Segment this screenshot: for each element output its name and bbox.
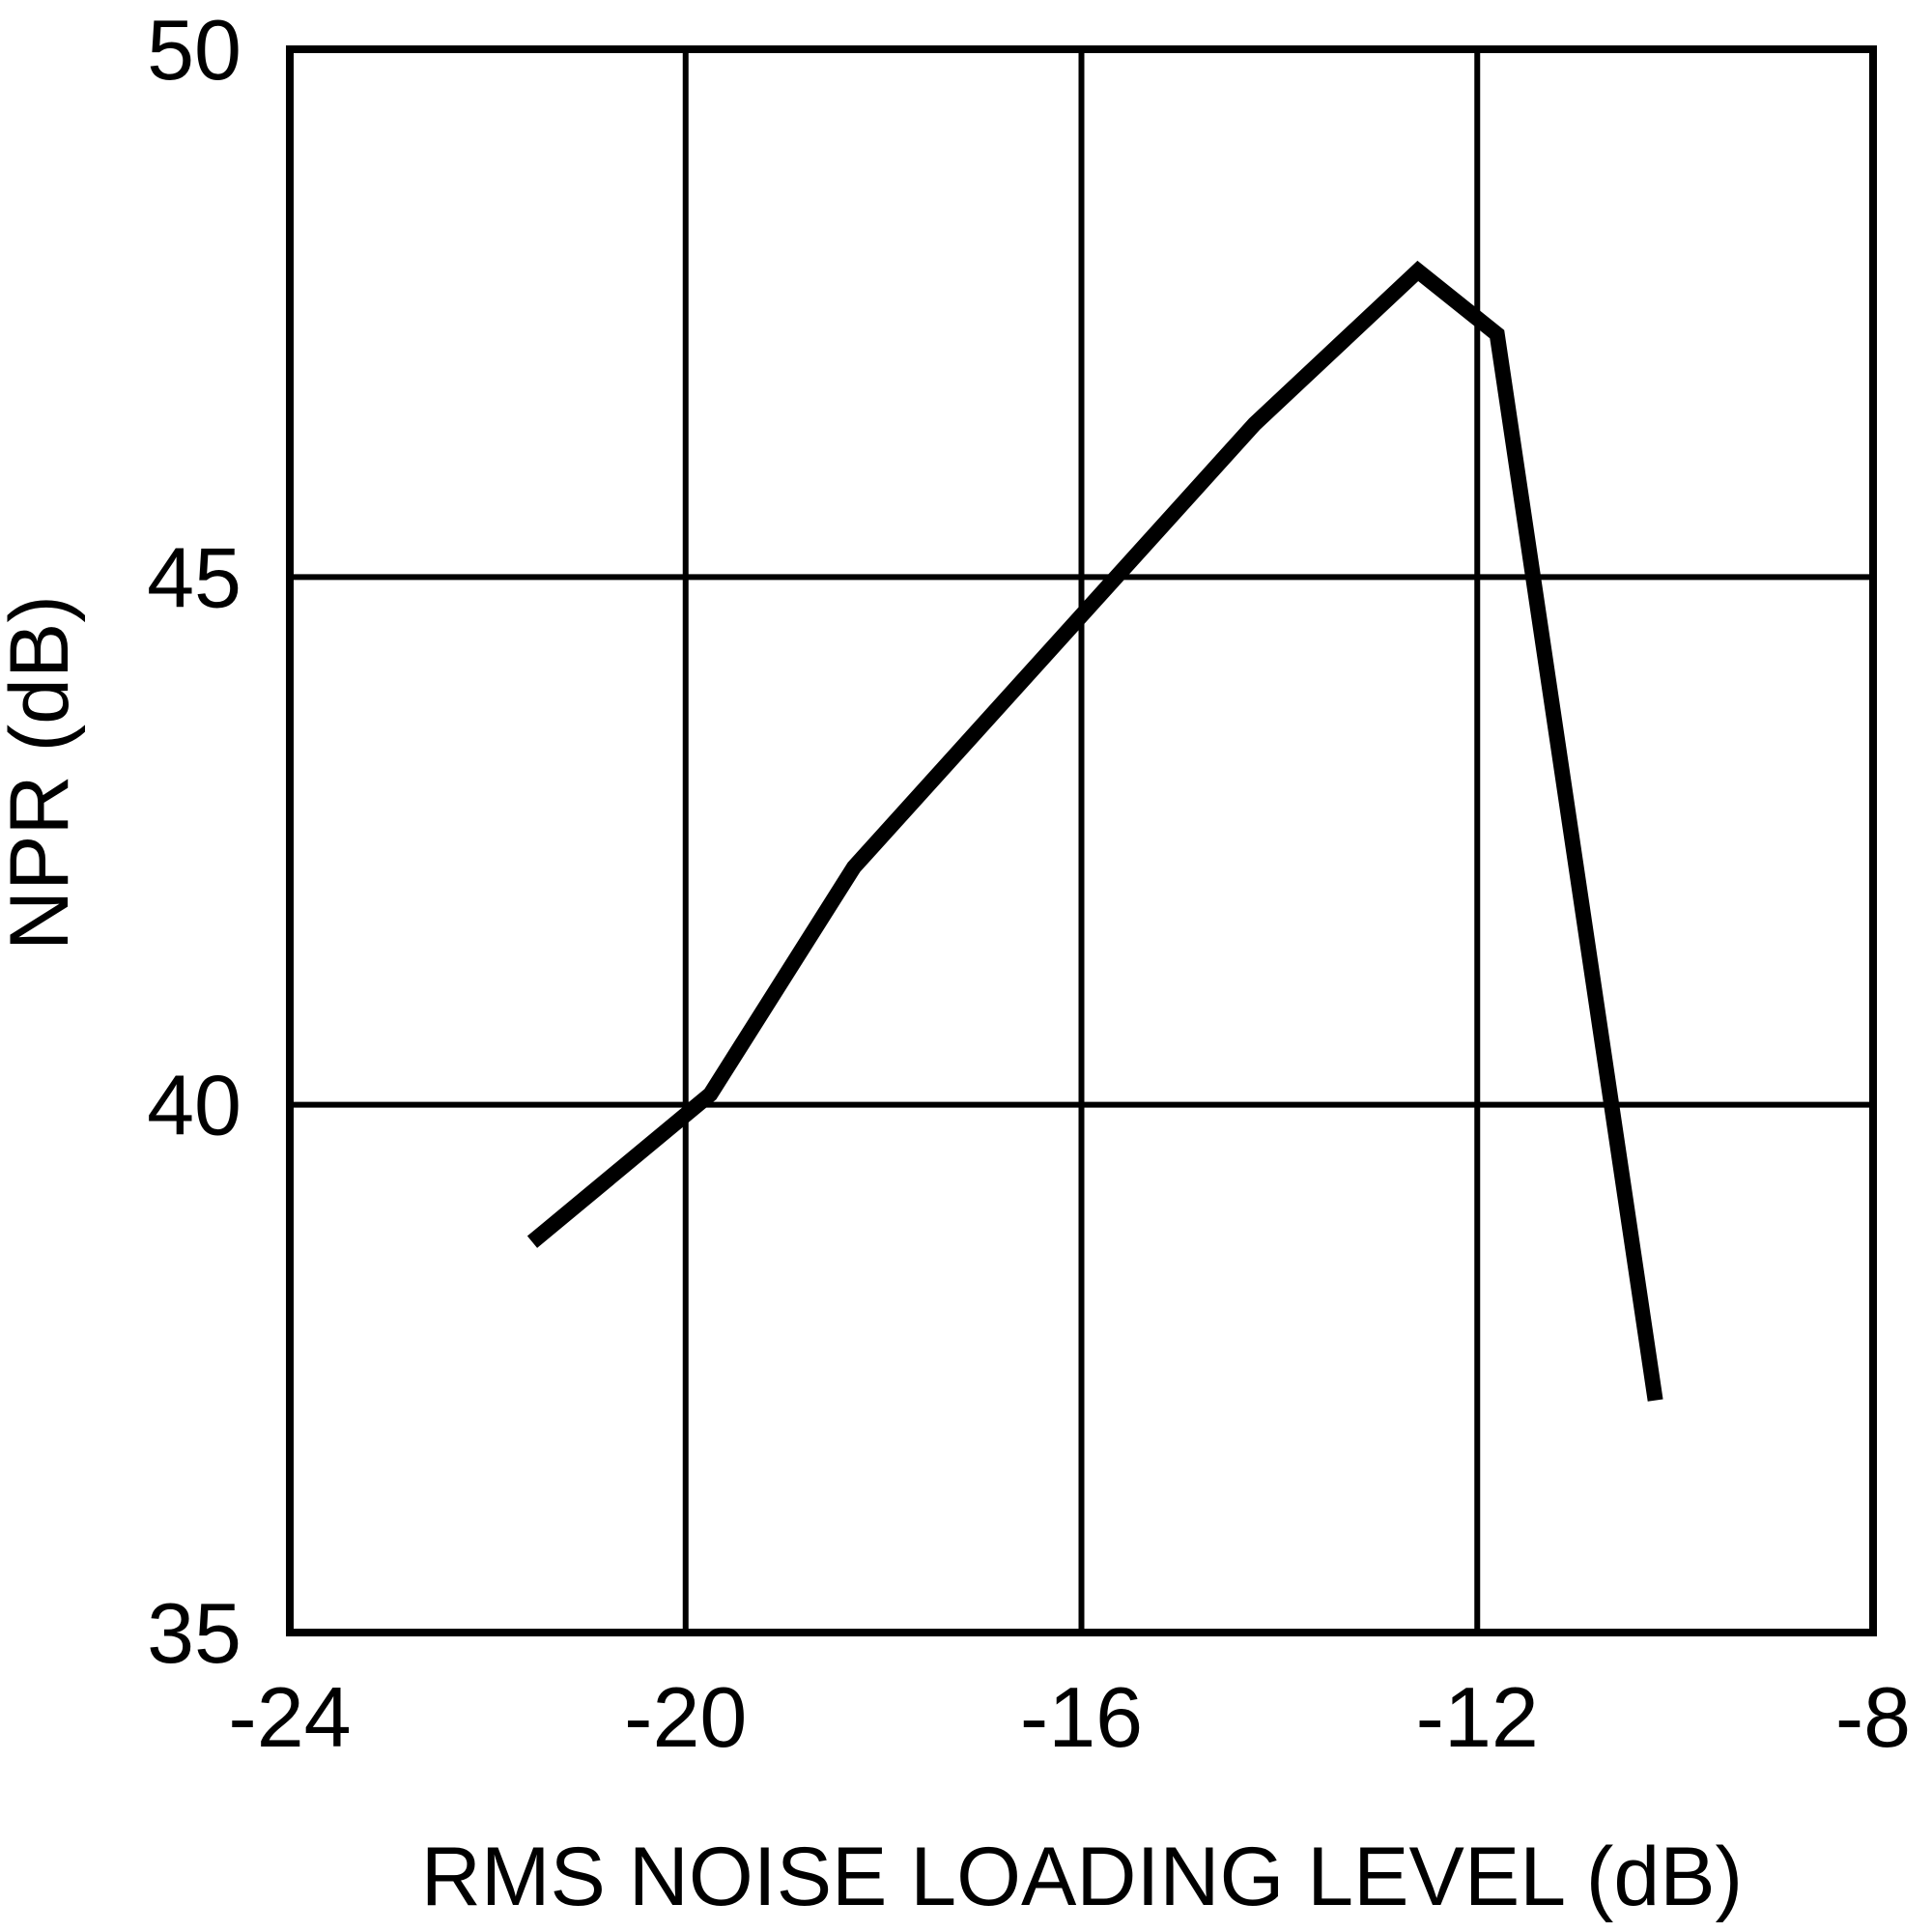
y-tick-label: 45 (147, 529, 242, 625)
x-tick-label: -20 (624, 1669, 747, 1765)
x-tick-label: -8 (1835, 1669, 1911, 1765)
x-axis-title: RMS NOISE LOADING LEVEL (dB) (421, 1831, 1743, 1923)
y-tick-labels: 35 40 45 50 (147, 2, 242, 1681)
y-tick-label: 50 (147, 2, 242, 98)
npr-curve (526, 260, 1663, 1402)
y-axis-title: NPR (dB) (0, 595, 86, 951)
x-tick-label: -12 (1416, 1669, 1539, 1765)
y-tick-label: 35 (147, 1585, 242, 1681)
gridlines (290, 49, 1873, 1633)
x-tick-label: -16 (1020, 1669, 1143, 1765)
x-tick-label: -24 (228, 1669, 351, 1765)
plot-border (286, 45, 1877, 1636)
y-tick-label: 40 (147, 1058, 242, 1153)
x-tick-labels: -24 -20 -16 -12 -8 (228, 1669, 1911, 1765)
